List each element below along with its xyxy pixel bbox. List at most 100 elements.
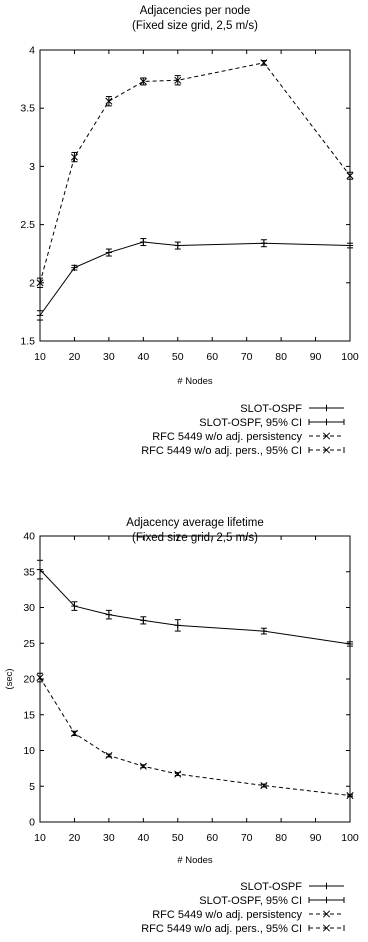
data-point	[105, 249, 113, 256]
marker-b	[346, 791, 354, 800]
marker-b	[70, 153, 78, 161]
data-point	[105, 611, 113, 618]
marker-b	[174, 770, 182, 778]
data-point	[70, 729, 78, 737]
marker-b	[36, 279, 44, 287]
legend-entry: RFC 5449 w/o adj. pers., 95% CI	[141, 923, 345, 935]
y-tick-label: 30	[23, 602, 35, 614]
legend-entry: SLOT-OSPF	[240, 403, 344, 415]
x-tick-label: 90	[310, 832, 322, 844]
y-axis-label: (sec)	[4, 668, 15, 689]
y-tick-label: 20	[23, 674, 35, 686]
y-tick-label: 2	[29, 277, 35, 289]
plot-frame	[39, 49, 351, 342]
data-point	[260, 59, 268, 67]
chart-1: Adjacencies per node (Fixed size grid, 2,…	[20, 5, 359, 457]
y-tick-label: 5	[29, 781, 35, 793]
marker-b	[174, 76, 182, 84]
y-tick-label: 35	[23, 566, 35, 578]
chart-subtitle: (Fixed size grid, 2,5 m/s)	[132, 20, 258, 32]
x-tick-label: 50	[172, 832, 184, 844]
data-point	[260, 627, 268, 635]
chart-title: Adjacency average lifetime	[126, 517, 263, 529]
legend-label: RFC 5449 w/o adj. pers., 95% CI	[141, 923, 302, 935]
data-point	[71, 602, 78, 610]
series-line	[39, 569, 351, 645]
y-tick-label: 10	[23, 745, 35, 757]
x-tick-label: 30	[103, 832, 115, 844]
legend-label: RFC 5449 w/o adj. pers., 95% CI	[141, 445, 302, 457]
legend-entry: RFC 5449 w/o adj. pers., 95% CI	[141, 445, 345, 457]
legend-label: RFC 5449 w/o adj. persistency	[152, 909, 302, 921]
series-line	[39, 62, 351, 283]
data-point	[140, 238, 147, 246]
data-point	[346, 172, 354, 180]
data-point	[36, 566, 44, 573]
legend-marker-b	[322, 432, 331, 440]
data-point	[174, 76, 182, 84]
x-axis-label: # Nodes	[177, 376, 213, 387]
data-point	[139, 77, 147, 85]
y-tick-label: 25	[23, 638, 35, 650]
data-point	[36, 312, 44, 319]
chart-subtitle: (Fixed size grid, 2,5 m/s)	[132, 532, 258, 544]
marker-b	[139, 762, 147, 770]
marker-b	[260, 781, 268, 790]
x-axis-label: # Nodes	[177, 855, 213, 866]
data-point	[139, 762, 147, 770]
data-point	[105, 97, 113, 105]
x-tick-label: 20	[69, 351, 81, 363]
data-point	[174, 622, 181, 629]
legend-entry: RFC 5449 w/o adj. persistency	[152, 431, 344, 443]
marker-b	[260, 59, 268, 67]
x-tick-label: 70	[241, 832, 253, 844]
data-point	[346, 640, 354, 648]
series-line	[39, 241, 351, 316]
data-point	[70, 153, 78, 161]
x-tick-label: 100	[341, 832, 359, 844]
marker-b	[346, 172, 354, 180]
legend-label: RFC 5449 w/o adj. persistency	[152, 431, 302, 443]
series-1	[36, 559, 354, 648]
x-tick-label: 60	[206, 351, 218, 363]
x-tick-label: 30	[103, 351, 115, 363]
data-point	[140, 617, 147, 624]
series-line	[39, 677, 351, 797]
legend-marker-b	[322, 910, 331, 918]
y-tick-label: 1.5	[20, 336, 35, 348]
data-point	[346, 242, 354, 249]
legend-entry: SLOT-OSPF, 95% CI	[199, 895, 345, 907]
data-point	[346, 791, 354, 800]
legend-entry: SLOT-OSPF, 95% CI	[199, 417, 345, 429]
marker-b	[105, 751, 113, 760]
y-tick-label: 2.5	[20, 219, 35, 231]
series-1	[36, 238, 354, 321]
legend-label: SLOT-OSPF, 95% CI	[199, 895, 302, 907]
legend-marker-b	[322, 446, 331, 454]
data-point	[260, 781, 268, 790]
x-tick-label: 70	[241, 351, 253, 363]
series-2	[36, 59, 354, 288]
y-tick-label: 3.5	[20, 103, 35, 115]
x-tick-label: 40	[137, 832, 149, 844]
marker-b	[105, 97, 113, 105]
data-point	[260, 240, 268, 247]
data-point	[174, 242, 181, 249]
plot-frame	[39, 535, 351, 823]
series-2	[36, 672, 354, 800]
legend-label: SLOT-OSPF, 95% CI	[199, 417, 302, 429]
marker-b	[36, 674, 44, 682]
x-tick-label: 40	[137, 351, 149, 363]
x-tick-label: 20	[69, 832, 81, 844]
legend-entry: SLOT-OSPF	[240, 881, 344, 893]
chart-2: Adjacency average lifetime (Fixed size gr…	[4, 517, 359, 935]
legend-marker-b	[322, 924, 331, 932]
legend: SLOT-OSPF SLOT-OSPF, 95% CI RFC 5449 w/o a…	[141, 403, 345, 457]
x-tick-label: 90	[310, 351, 322, 363]
x-tick-label: 10	[34, 351, 46, 363]
x-tick-label: 80	[275, 832, 287, 844]
y-tick-label: 15	[23, 709, 35, 721]
y-tick-label: 3	[29, 161, 35, 173]
data-point	[105, 751, 113, 760]
legend-label: SLOT-OSPF	[240, 881, 302, 893]
